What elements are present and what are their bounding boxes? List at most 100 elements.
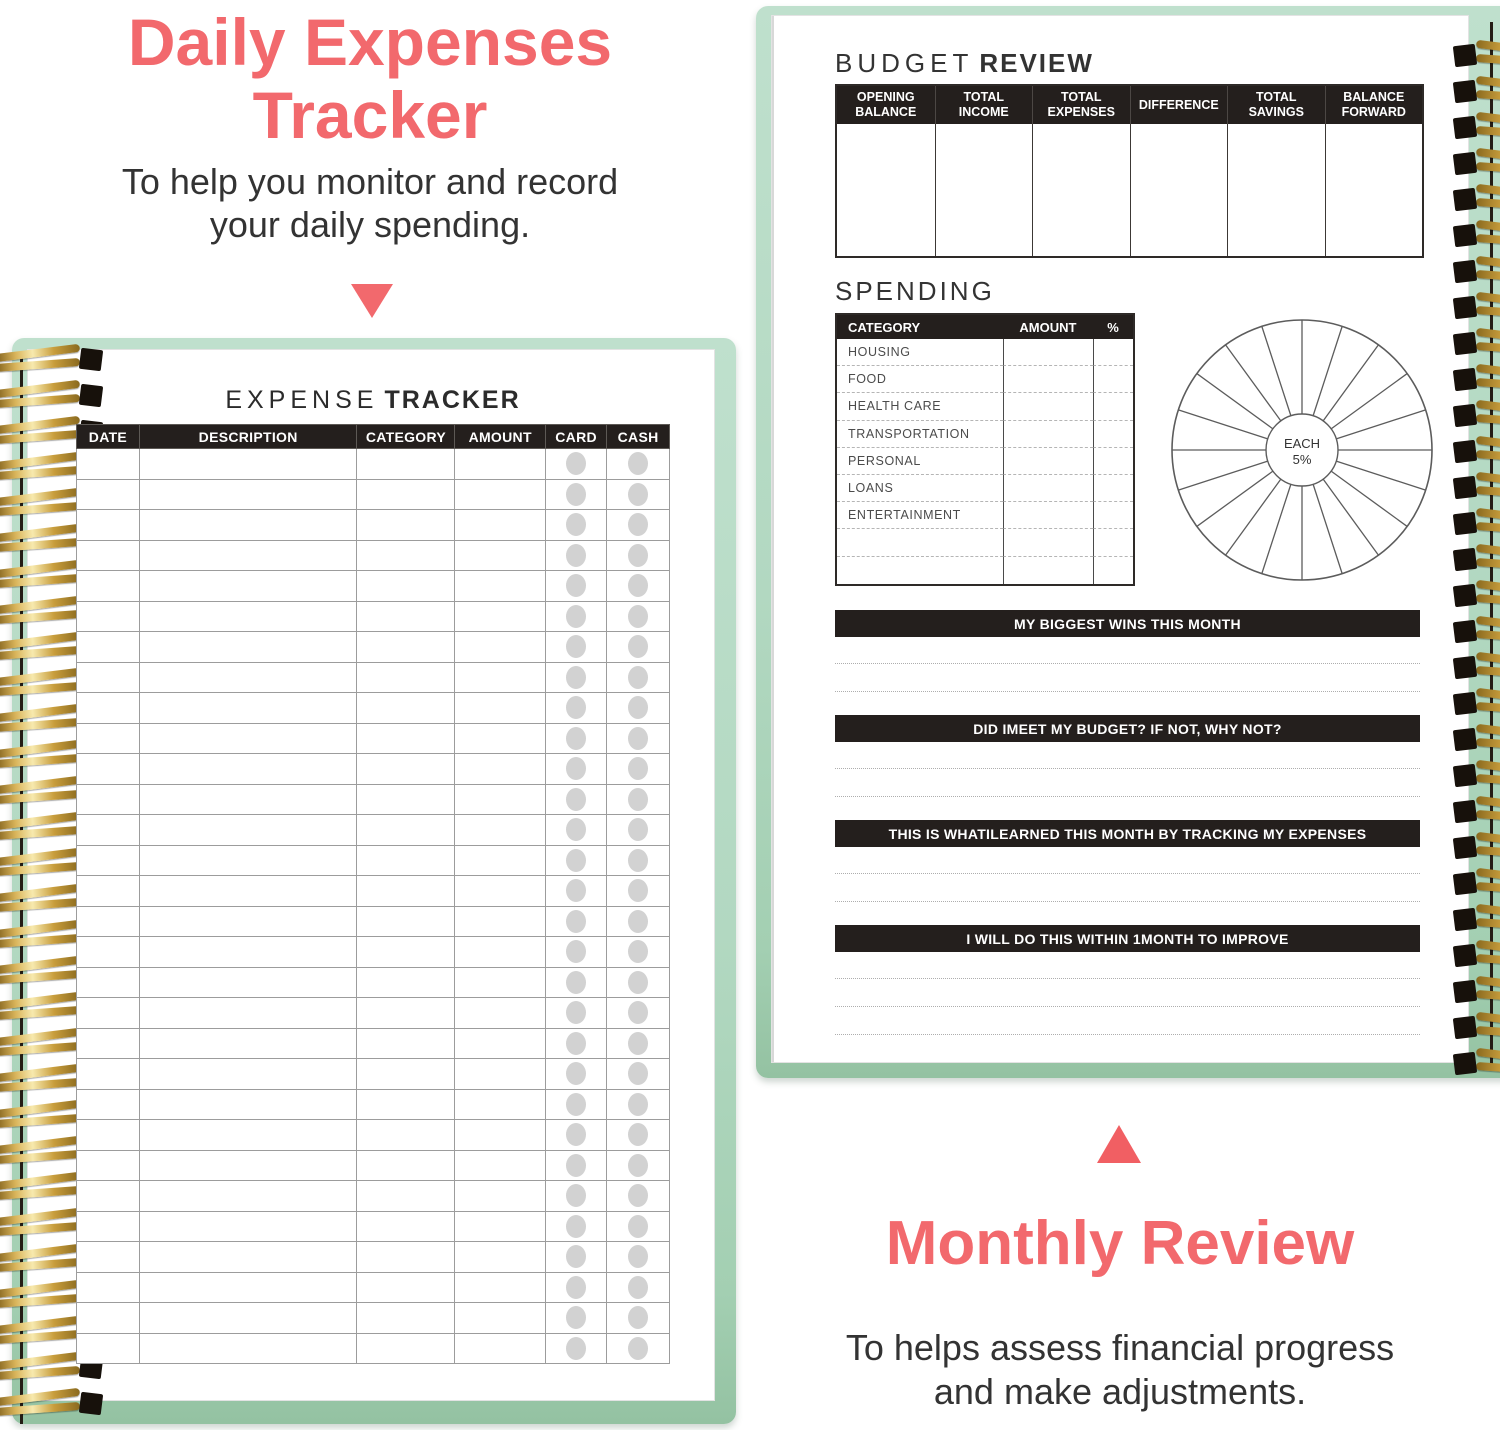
cell-card xyxy=(545,1119,608,1151)
cell-description xyxy=(138,966,358,998)
cell-description xyxy=(138,1058,358,1090)
cell-card xyxy=(545,1241,608,1273)
cell-cash xyxy=(606,1332,670,1364)
cell-card xyxy=(545,875,608,907)
cell-amount xyxy=(454,1241,547,1273)
cell-cash xyxy=(606,814,670,846)
spending-header: CATEGORY AMOUNT % xyxy=(837,315,1133,339)
card-dot xyxy=(566,1275,587,1299)
card-dot xyxy=(566,696,587,720)
card-dot xyxy=(566,452,587,476)
cell-card xyxy=(545,448,608,480)
writing-line xyxy=(835,742,1420,769)
prompt-heading-bar: I WILL DO THIS WITHIN 1MONTH TO IMPROVE xyxy=(835,925,1420,952)
intro-subtitle: To help you monitor and record your dail… xyxy=(121,161,619,245)
binding-coil-icon xyxy=(1452,975,1500,1006)
cash-dot xyxy=(628,1062,649,1086)
cell-cash xyxy=(606,1241,670,1273)
col-cash: CASH xyxy=(606,424,670,449)
spending-title: SPENDING xyxy=(835,276,995,306)
col-category: CATEGORY xyxy=(848,319,921,335)
budget-review-title: BUDGET REVIEW xyxy=(835,48,1094,78)
cell-cash xyxy=(606,783,670,815)
cell-card xyxy=(545,600,608,632)
writing-line xyxy=(835,664,1420,692)
cell-description xyxy=(138,600,358,632)
col-total-savings: TOTAL SAVINGS xyxy=(1227,86,1325,124)
cell-card xyxy=(545,1210,608,1242)
expense-row xyxy=(76,1119,670,1151)
cell-cash xyxy=(606,1119,670,1151)
cash-dot xyxy=(628,452,649,476)
cell-description xyxy=(138,783,358,815)
col-total-expenses: TOTAL EXPENSES xyxy=(1032,86,1130,124)
budget-review-header: OPENING BALANCE TOTAL INCOME TOTAL EXPEN… xyxy=(837,86,1422,124)
cash-dot xyxy=(628,1275,649,1299)
cell-date xyxy=(76,1088,140,1120)
cash-dot xyxy=(628,1336,649,1360)
col-difference: DIFFERENCE xyxy=(1129,86,1228,124)
cell-date xyxy=(76,905,140,937)
cell-cash xyxy=(606,1088,670,1120)
cell-cash xyxy=(606,448,670,480)
cell-amount xyxy=(454,631,547,663)
expense-table: DATE DESCRIPTION CATEGORY AMOUNT CARD CA… xyxy=(76,424,670,1364)
cash-dot xyxy=(628,696,649,720)
binding-rail xyxy=(20,352,23,1424)
cash-dot xyxy=(628,970,649,994)
card-dot xyxy=(566,970,587,994)
cell-amount xyxy=(454,722,547,754)
writing-line xyxy=(835,847,1420,874)
cell-description xyxy=(138,753,358,785)
cell-category xyxy=(356,1027,456,1059)
spending-category-label: PERSONAL xyxy=(848,453,921,468)
spending-category-label: TRANSPORTATION xyxy=(848,426,970,441)
budget-review-body xyxy=(837,124,1422,256)
writing-line xyxy=(835,979,1420,1007)
cell-date xyxy=(76,448,140,480)
spending-category-label: HOUSING xyxy=(848,345,911,360)
expense-row xyxy=(76,905,670,937)
card-dot xyxy=(566,574,587,598)
cell-amount xyxy=(454,1088,547,1120)
expense-page-title: EXPENSE TRACKER xyxy=(225,386,521,414)
cell-date xyxy=(76,600,140,632)
cell-date xyxy=(76,661,140,693)
expense-row xyxy=(76,997,670,1029)
spiral-binding xyxy=(1452,39,1500,1092)
spending-table: CATEGORY AMOUNT % HOUSING FOOD HEALTH CARE… xyxy=(835,313,1135,586)
review-prompts: MY BIGGEST WINS THIS MONTH DID IMEET MY B… xyxy=(835,610,1420,1058)
cell-category xyxy=(356,753,456,785)
cell-amount xyxy=(454,539,547,571)
binding-coil-icon xyxy=(1452,579,1500,610)
binding-coil-icon xyxy=(1452,291,1500,322)
cell-amount xyxy=(454,1149,547,1181)
cell-date xyxy=(76,1149,140,1181)
expense-row xyxy=(76,1149,670,1181)
cell-date xyxy=(76,539,140,571)
cell-cash xyxy=(606,539,670,571)
cell-amount xyxy=(454,844,547,876)
binding-coil-icon xyxy=(1452,687,1500,718)
cell-cash xyxy=(606,509,670,541)
expense-row xyxy=(76,600,670,632)
cell-cash xyxy=(606,1210,670,1242)
cell-description xyxy=(138,905,358,937)
binding-coil-icon xyxy=(1452,327,1500,358)
expense-row xyxy=(76,1088,670,1120)
expense-row xyxy=(76,1027,670,1059)
binding-coil-icon xyxy=(1452,795,1500,826)
card-dot xyxy=(566,1123,587,1147)
arrow-up-icon xyxy=(1097,1125,1141,1163)
cell-amount xyxy=(454,478,547,510)
cell-category xyxy=(356,1119,456,1151)
cash-dot xyxy=(628,757,649,781)
binding-coil-icon xyxy=(1452,111,1500,142)
cell-card xyxy=(545,1149,608,1181)
binding-coil-icon xyxy=(1452,39,1500,70)
col-percent: % xyxy=(1107,319,1119,335)
card-dot xyxy=(566,787,587,811)
cell-date xyxy=(76,722,140,754)
card-dot xyxy=(566,1031,587,1055)
